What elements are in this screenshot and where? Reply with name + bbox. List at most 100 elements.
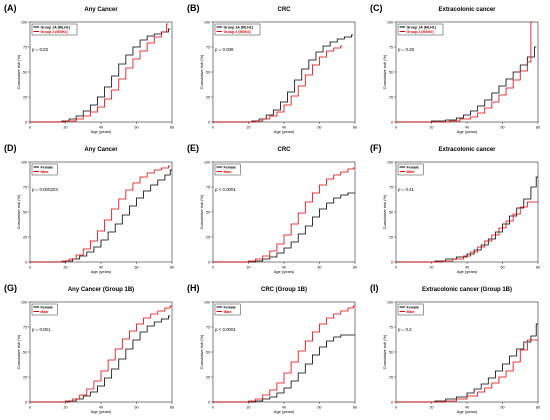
legend-label: Female	[41, 165, 53, 169]
chart-panel: (B) CRC 0 20 40 60 80 0 25 50 75 100 Age (years) Cumu…	[187, 3, 357, 134]
y-tick-label: 75	[23, 45, 27, 49]
x-tick-label: 40	[465, 406, 469, 410]
x-tick-label: 40	[99, 126, 103, 130]
y-tick-label: 100	[21, 20, 27, 24]
y-tick-label: 100	[21, 160, 27, 164]
legend-label: Male	[224, 310, 232, 314]
y-axis-label: Cumulative risk (%)	[199, 334, 204, 369]
y-tick-label: 25	[389, 95, 393, 99]
y-tick-label: 50	[206, 210, 210, 214]
x-tick-label: 80	[536, 406, 540, 410]
y-tick-label: 75	[389, 185, 393, 189]
y-tick-label: 25	[206, 95, 210, 99]
panel-title: Extracolonic cancer	[438, 7, 496, 13]
series-line	[30, 315, 171, 403]
y-axis-label: Cumulative risk (%)	[16, 54, 21, 89]
y-tick-label: 100	[387, 300, 393, 304]
y-tick-label: 100	[204, 20, 210, 24]
legend-label: Male	[224, 170, 232, 174]
x-tick-label: 0	[212, 406, 214, 410]
y-tick-label: 50	[389, 210, 393, 214]
x-tick-label: 40	[282, 406, 286, 410]
y-axis-label: Cumulative risk (%)	[382, 54, 387, 89]
x-tick-label: 20	[64, 266, 68, 270]
y-tick-label: 75	[389, 325, 393, 329]
y-tick-label: 25	[23, 235, 27, 239]
series-line	[396, 176, 538, 263]
p-value: p = 0.41	[398, 187, 415, 192]
chart-panel: (A) Any Cancer 0 20 40 60 80 0 25 50 75 100 Age (yea…	[4, 3, 174, 134]
x-tick-label: 20	[430, 406, 434, 410]
y-tick-label: 0	[391, 400, 393, 404]
x-tick-label: 60	[318, 266, 322, 270]
y-tick-label: 25	[206, 375, 210, 379]
y-tick-label: 50	[389, 70, 393, 74]
p-value: p = 0.2	[398, 327, 412, 332]
y-tick-label: 25	[206, 235, 210, 239]
x-tick-label: 20	[430, 126, 434, 130]
y-axis-label: Cumulative risk (%)	[199, 54, 204, 89]
series-line	[30, 305, 172, 403]
series-line	[30, 23, 169, 123]
x-tick-label: 80	[353, 126, 357, 130]
x-tick-label: 60	[318, 126, 322, 130]
x-tick-label: 20	[64, 126, 68, 130]
series-line	[30, 28, 171, 123]
panel-letter: (C)	[370, 3, 383, 13]
legend-label: Female	[224, 165, 236, 169]
series-line	[30, 169, 172, 263]
y-tick-label: 75	[206, 185, 210, 189]
x-tick-label: 40	[99, 266, 103, 270]
y-tick-label: 0	[25, 260, 27, 264]
p-value: p = 0.036	[215, 47, 234, 52]
x-axis-label: Age (years)	[91, 269, 112, 274]
chart-panel: (C) Extracolonic cancer 0 20 40 60 80 0 25 50 75 10…	[370, 3, 540, 134]
series-line	[213, 192, 355, 263]
x-tick-label: 60	[135, 126, 139, 130]
x-tick-label: 0	[29, 126, 31, 130]
x-tick-label: 80	[536, 126, 540, 130]
p-value: p < 0.0001	[215, 327, 236, 332]
series-line	[213, 305, 355, 403]
panel-title: CRC (Group 1B)	[261, 287, 307, 293]
legend-box	[397, 23, 444, 36]
chart-panel: (H) CRC (Group 1B) 0 20 40 60 80 0 25 50 75 100 Age …	[187, 283, 357, 414]
y-axis-label: Cumulative risk (%)	[16, 334, 21, 369]
legend-label: Male	[407, 310, 415, 314]
x-axis-label: Age (years)	[274, 269, 295, 274]
x-tick-label: 0	[29, 266, 31, 270]
legend-label: Group 1A (MLH1)	[224, 25, 254, 29]
y-tick-label: 75	[389, 45, 393, 49]
x-tick-label: 0	[212, 126, 214, 130]
legend-label: Group 2 (MSH2)	[224, 30, 252, 34]
panel-letter: (D)	[4, 143, 17, 153]
y-tick-label: 25	[389, 235, 393, 239]
panel-letter: (A)	[4, 3, 17, 13]
x-tick-label: 60	[501, 266, 505, 270]
legend-label: Female	[407, 305, 419, 309]
series-line	[396, 201, 538, 263]
x-tick-label: 40	[99, 406, 103, 410]
y-tick-label: 50	[206, 350, 210, 354]
panel-letter: (H)	[187, 283, 200, 293]
x-tick-label: 60	[501, 406, 505, 410]
x-tick-label: 80	[170, 266, 174, 270]
series-line	[396, 21, 533, 123]
panel-letter: (B)	[187, 3, 200, 13]
panel-title: Extracolonic cancer	[438, 147, 496, 153]
series-line	[213, 34, 354, 123]
x-tick-label: 0	[395, 126, 397, 130]
legend-label: Female	[407, 165, 419, 169]
legend-box	[214, 303, 241, 316]
x-axis-label: Age (years)	[457, 409, 478, 414]
y-axis-label: Cumulative risk (%)	[382, 334, 387, 369]
y-axis-label: Cumulative risk (%)	[199, 194, 204, 229]
y-tick-label: 0	[391, 260, 393, 264]
x-axis-label: Age (years)	[457, 129, 478, 134]
x-axis-label: Age (years)	[274, 129, 295, 134]
panel-title: CRC	[278, 7, 292, 13]
y-tick-label: 25	[389, 375, 393, 379]
x-tick-label: 0	[29, 406, 31, 410]
chart-panel: (F) Extracolonic cancer 0 20 40 60 80 0 25 50 75 10…	[370, 143, 540, 274]
